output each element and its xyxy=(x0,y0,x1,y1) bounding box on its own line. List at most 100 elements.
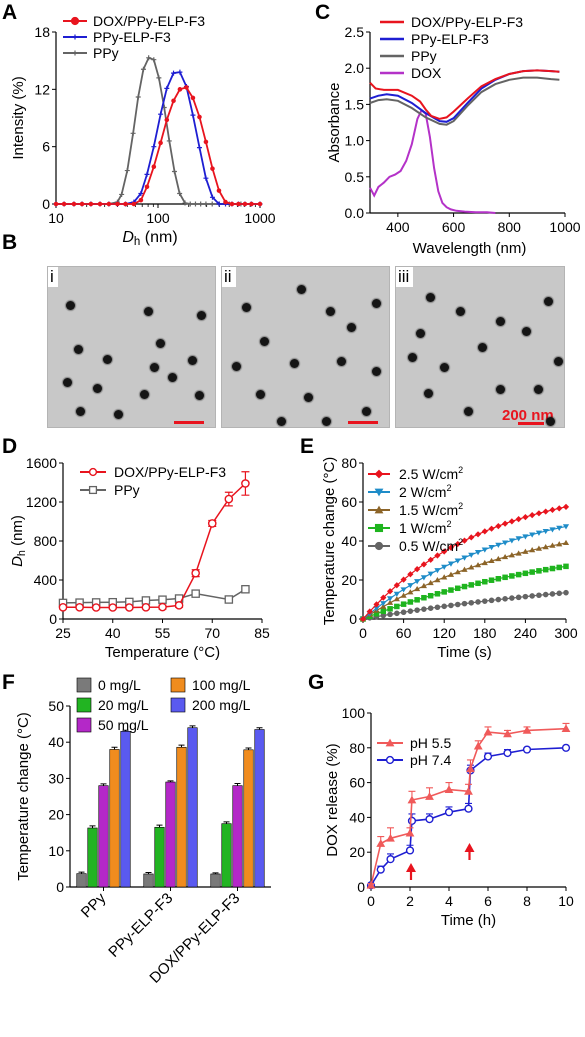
chart-g-ytick-label: 80 xyxy=(349,740,365,756)
chart-e-point xyxy=(535,545,543,551)
chart-g-ytick-label: 0 xyxy=(357,879,365,895)
chart-a-point xyxy=(236,201,241,207)
chart-e-point xyxy=(549,591,556,597)
nanoparticle xyxy=(554,357,563,366)
chart-e-point xyxy=(495,522,502,530)
chart-g-point xyxy=(386,855,395,864)
chart-f-ylabel: Temperature change (°C) xyxy=(15,712,32,881)
chart-e-point xyxy=(407,599,414,605)
chart-e-point xyxy=(508,518,515,525)
tem-tag-iii: iii xyxy=(396,267,414,287)
chart-g-point xyxy=(483,752,493,761)
chart-g-point xyxy=(444,808,454,817)
chart-e-point xyxy=(380,594,387,601)
chart-c: 400 600 800 1000 0.0 0.5 1.0 1.5 2.0 2.5 Absorbanc… xyxy=(326,14,581,257)
chart-d-point xyxy=(207,519,217,528)
chart-e-point xyxy=(394,603,400,610)
nanoparticle xyxy=(544,297,553,306)
chart-c-xtick-label: 800 xyxy=(498,219,522,235)
chart-a-point xyxy=(164,85,170,91)
nanoparticle xyxy=(63,378,72,387)
chart-f-legend-label: 50 mg/L xyxy=(98,717,149,733)
chart-a-point xyxy=(124,168,130,174)
chart-a-xtick-label: 1000 xyxy=(244,210,275,226)
chart-e-point xyxy=(461,600,468,607)
chart-e-point xyxy=(502,596,508,602)
nanoparticle xyxy=(140,390,149,399)
chart-g-point xyxy=(464,786,473,795)
chart-e-point xyxy=(556,541,563,547)
chart-f-bar xyxy=(221,823,232,888)
chart-e-point xyxy=(400,592,407,598)
nanoparticle xyxy=(424,389,433,398)
chart-e-point xyxy=(556,564,562,571)
nanoparticle xyxy=(188,356,197,365)
chart-a-point xyxy=(229,201,235,207)
chart-c-xtick-label: 400 xyxy=(386,219,410,235)
chart-e-point xyxy=(482,578,488,585)
chart-e-point xyxy=(400,576,407,583)
nanoparticle xyxy=(496,317,505,326)
chart-f-legend-label: 100 mg/L xyxy=(192,677,251,693)
chart-d-ytick-label: 400 xyxy=(34,572,58,588)
chart-a-point xyxy=(187,201,193,207)
chart-f-error-bar xyxy=(122,729,129,732)
chart-f-category-label: PPy-ELP-F3 xyxy=(105,890,176,961)
chart-d-point xyxy=(108,603,118,612)
tem-tag-ii: ii xyxy=(222,267,236,287)
chart-g-xtick-label: 2 xyxy=(406,893,414,909)
chart-f-ytick-label: 30 xyxy=(48,770,64,786)
chart-e-point xyxy=(488,545,495,551)
chart-e-point xyxy=(474,562,482,568)
chart-a-ytick-label: 18 xyxy=(34,24,50,40)
chart-d-legend-label: PPy xyxy=(114,482,140,498)
chart-e-point xyxy=(502,520,509,527)
nanoparticle xyxy=(232,362,241,371)
chart-e-point xyxy=(427,556,434,563)
chart-g-point xyxy=(405,846,415,855)
chart-e-point xyxy=(386,599,394,605)
chart-e-point xyxy=(481,528,488,535)
chart-a-point xyxy=(257,201,263,207)
chart-d-ylabel: Dh (nm) xyxy=(9,515,28,567)
chart-a-point xyxy=(242,201,248,207)
chart-e-point xyxy=(468,564,475,570)
scale-bar-label: 200 nm xyxy=(502,407,554,424)
chart-a-series-line xyxy=(56,71,260,205)
chart-g-legend-sample-marker xyxy=(385,738,395,747)
chart-f-bar xyxy=(109,749,120,888)
nanoparticle xyxy=(456,307,465,316)
chart-a-point xyxy=(216,201,222,207)
chart-a-point xyxy=(216,188,222,193)
chart-e-point xyxy=(448,587,454,593)
chart-a-point xyxy=(138,190,144,196)
chart-c-ytick-label: 2.0 xyxy=(345,60,365,76)
chart-a-point xyxy=(223,199,228,205)
panel-label-g: G xyxy=(308,671,325,694)
nanoparticle xyxy=(297,285,306,294)
chart-e-point xyxy=(447,571,455,577)
chart-f-error-bar xyxy=(156,824,163,828)
chart-e-point xyxy=(441,589,447,595)
chart-e-legend-label: 2.5 W/cm2 xyxy=(399,465,463,482)
chart-a-point xyxy=(197,114,202,120)
chart-e-point xyxy=(556,590,563,597)
chart-e-point xyxy=(529,547,536,553)
chart-e-point xyxy=(414,607,420,613)
chart-e-point xyxy=(380,601,387,607)
chart-f-bar xyxy=(87,827,98,888)
chart-a-point xyxy=(209,201,215,207)
chart-e-point xyxy=(441,574,448,580)
chart-f-bar xyxy=(120,731,131,888)
chart-e-point xyxy=(427,592,434,599)
chart-d: 25 40 55 70 85 0 400 800 1200 1600 Dh (nm) Temperat… xyxy=(9,455,270,661)
chart-e-point xyxy=(434,552,441,559)
chart-e-point xyxy=(468,582,475,588)
chart-g-point xyxy=(503,748,512,758)
chart-a-ytick-label: 0 xyxy=(42,196,50,212)
chart-e-point xyxy=(454,585,461,592)
chart-a-point xyxy=(171,98,176,104)
chart-e-point xyxy=(522,593,529,600)
chart-e-point xyxy=(495,555,502,562)
chart-e-legend-sample-marker xyxy=(374,541,384,551)
